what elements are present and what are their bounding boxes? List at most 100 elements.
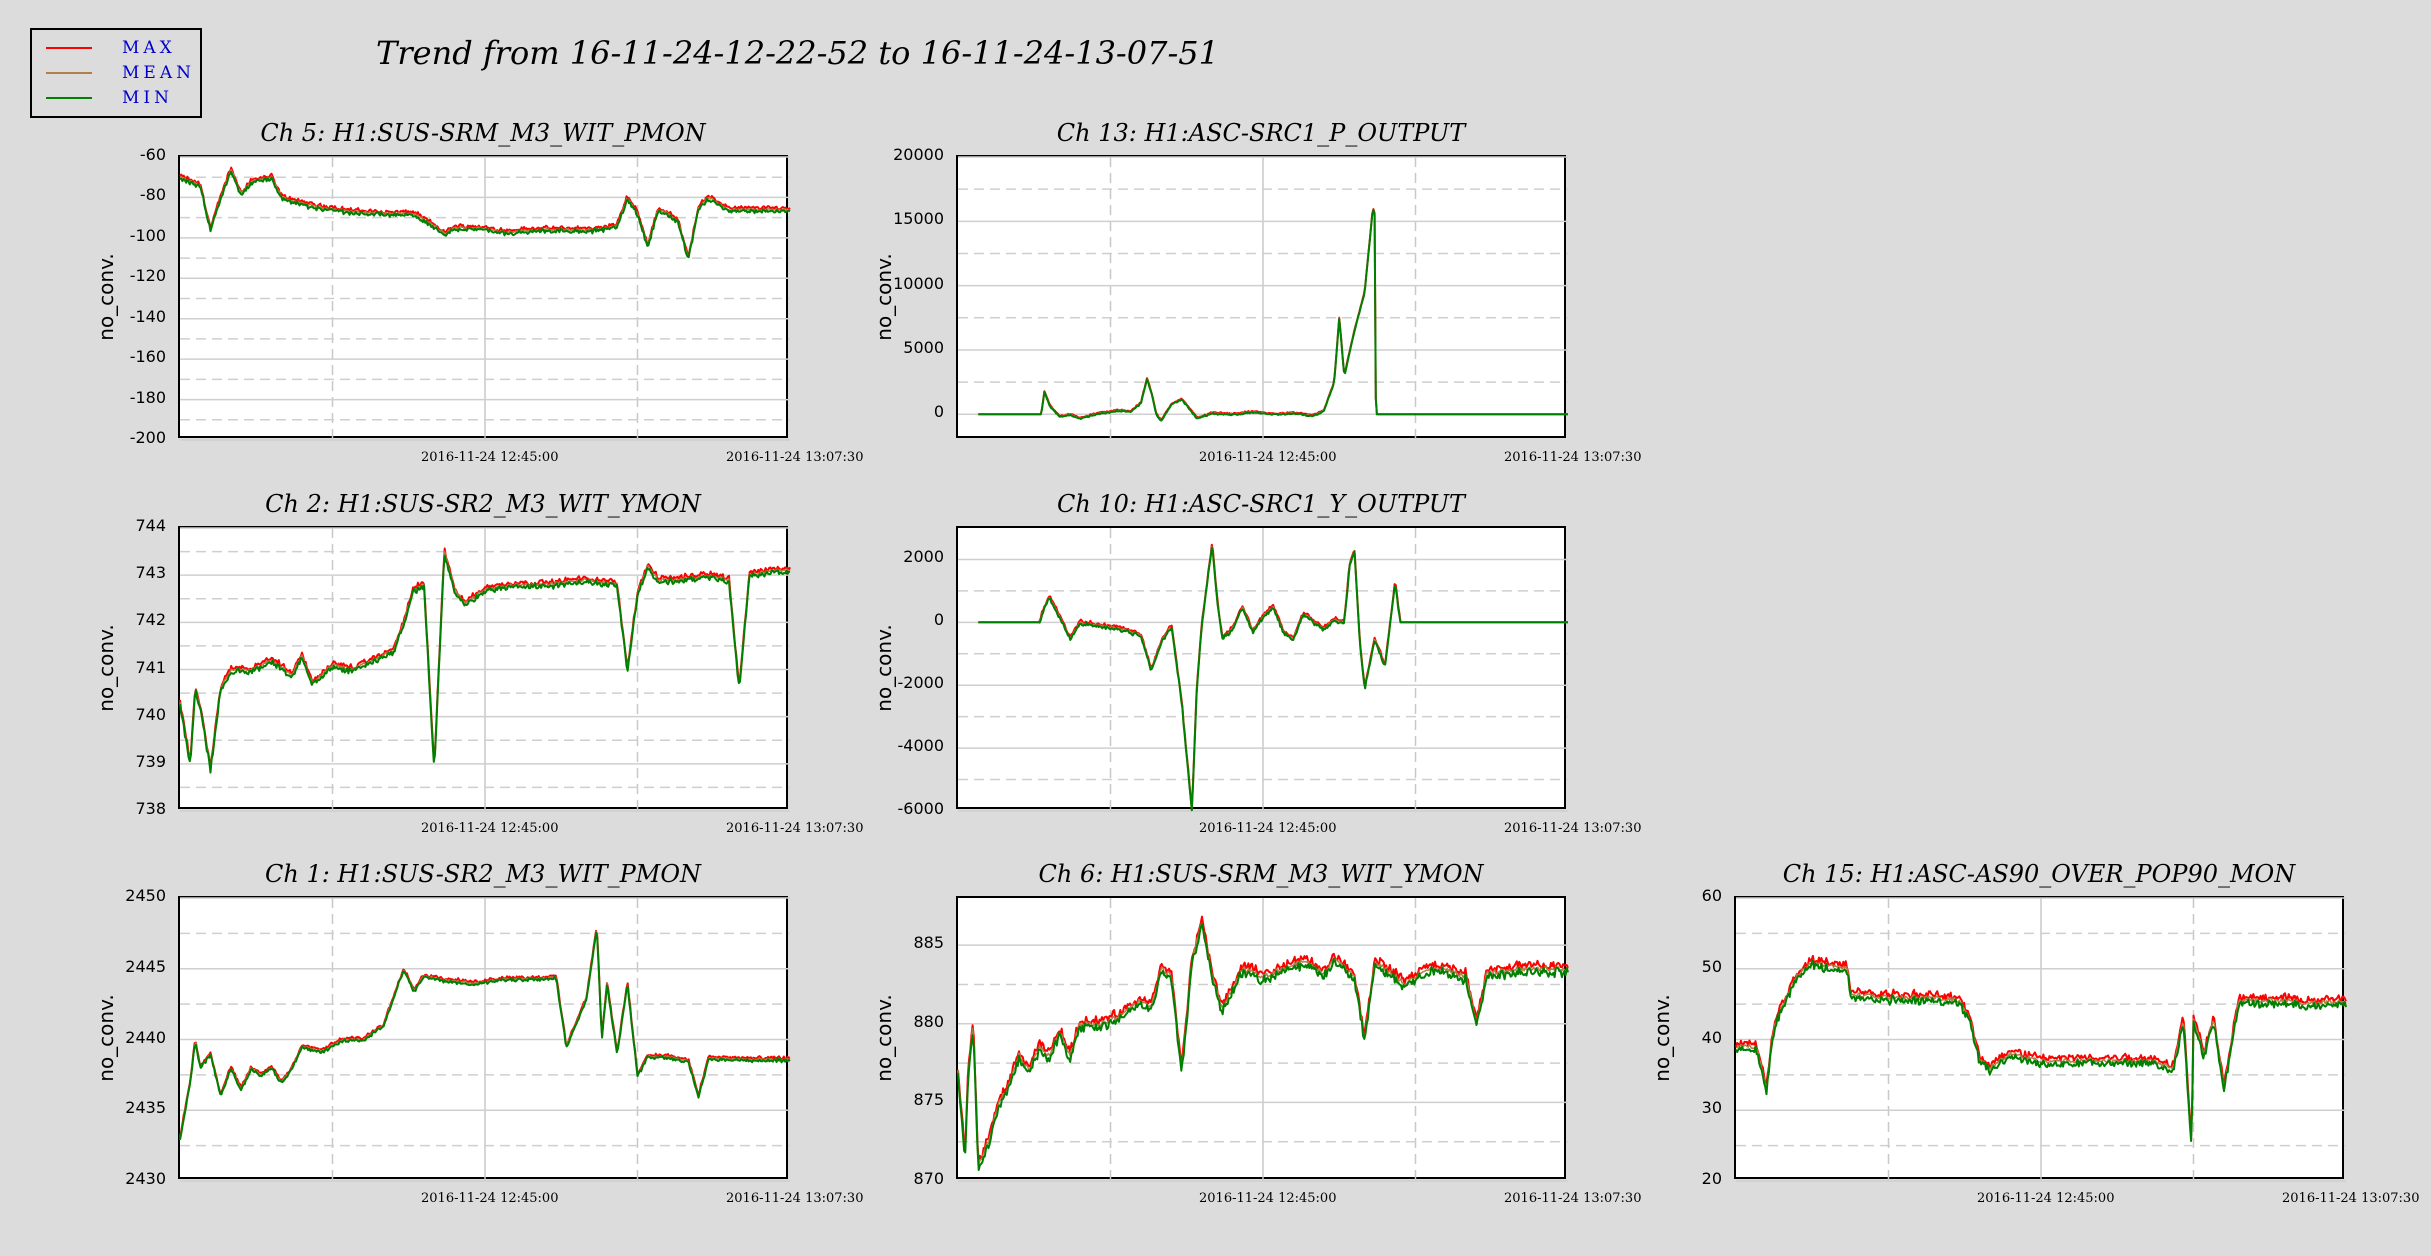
y-tick-label: 740 <box>135 704 166 724</box>
series-max-line <box>179 547 791 770</box>
page-title: Trend from 16-11-24-12-22-52 to 16-11-24… <box>376 34 1219 72</box>
x-tick-label: 2016-11-24 12:45:00 <box>1199 1191 1337 1206</box>
legend-label-max: MAX <box>122 38 176 58</box>
y-tick-label: 2435 <box>125 1098 166 1118</box>
y-tick-label: 885 <box>913 933 944 953</box>
plot-area[interactable] <box>178 896 791 1182</box>
plot-svg <box>957 898 1569 1182</box>
chart-title: Ch 6: H1:SUS-SRM_M3_WIT_YMON <box>1038 860 1484 888</box>
y-tick-label: 40 <box>1701 1027 1722 1047</box>
x-tick-label: 2016-11-24 13:07:30 <box>726 450 864 465</box>
y-tick-label: -100 <box>129 225 166 245</box>
x-tick-label: 2016-11-24 13:07:30 <box>1504 1191 1642 1206</box>
x-tick-label: 2016-11-24 12:45:00 <box>1977 1191 2115 1206</box>
y-tick-label: -180 <box>129 387 166 407</box>
legend-swatch-max <box>46 47 92 49</box>
series-min-line <box>978 209 1568 422</box>
y-tick-label: 875 <box>913 1090 944 1110</box>
chart-panel: Ch 10: H1:ASC-SRC1_Y_OUTPUT no_conv. 2000 0… <box>872 490 1641 836</box>
y-axis-label: no_conv. <box>872 993 896 1082</box>
plot-area[interactable] <box>956 155 1568 440</box>
series-min-line <box>1735 959 2347 1142</box>
series-mean-line <box>1735 959 2347 1141</box>
plot-area[interactable] <box>956 896 1569 1182</box>
legend-item-min: MIN <box>32 86 200 110</box>
plot-area[interactable] <box>956 526 1568 812</box>
series-min-line <box>179 170 791 259</box>
plot-area[interactable] <box>178 155 791 441</box>
y-tick-label: 20 <box>1701 1169 1722 1188</box>
plot-svg <box>179 527 791 812</box>
y-tick-label: 60 <box>1701 886 1722 905</box>
chart-title: Ch 10: H1:ASC-SRC1_Y_OUTPUT <box>1056 490 1466 518</box>
y-tick-label: 744 <box>135 516 166 535</box>
x-tick-label: 2016-11-24 13:07:30 <box>1504 450 1642 465</box>
series-min-line <box>978 546 1568 812</box>
x-tick-label: 2016-11-24 13:07:30 <box>726 821 864 836</box>
chart-panel: Ch 6: H1:SUS-SRM_M3_WIT_YMON no_conv. 885 8… <box>872 860 1641 1206</box>
chart-title: Ch 1: H1:SUS-SR2_M3_WIT_PMON <box>265 860 701 888</box>
chart-title: Ch 15: H1:ASC-AS90_OVER_POP90_MON <box>1782 860 2296 888</box>
y-tick-label: 870 <box>913 1169 944 1188</box>
y-tick-label: -2000 <box>897 673 945 693</box>
y-tick-label: 0 <box>933 402 944 422</box>
x-tick-label: 2016-11-24 12:45:00 <box>421 450 559 465</box>
x-tick-label: 2016-11-24 13:07:30 <box>1504 821 1642 836</box>
x-tick-label: 2016-11-24 13:07:30 <box>726 1191 864 1206</box>
chart-panel: Ch 2: H1:SUS-SR2_M3_WIT_YMON no_conv. 744 7… <box>94 490 863 836</box>
plot-area[interactable] <box>178 526 791 812</box>
y-tick-label: -160 <box>129 347 166 367</box>
y-tick-label: 742 <box>135 610 166 630</box>
y-tick-label: 5000 <box>903 337 944 357</box>
plot-svg <box>179 897 791 1182</box>
chart-panel: Ch 5: H1:SUS-SRM_M3_WIT_PMON no_conv. -60 -… <box>94 119 863 465</box>
plot-area[interactable] <box>1734 896 2347 1182</box>
legend: MAX MEAN MIN <box>30 28 202 118</box>
chart-panel: Ch 1: H1:SUS-SR2_M3_WIT_PMON no_conv. 2450… <box>94 860 863 1206</box>
x-tick-label: 2016-11-24 12:45:00 <box>1199 450 1337 465</box>
y-tick-label: 2000 <box>903 547 944 567</box>
y-tick-label: 739 <box>135 751 166 771</box>
series-min-line <box>179 931 791 1141</box>
y-tick-label: 2430 <box>125 1169 166 1188</box>
y-tick-label: 20000 <box>893 145 944 164</box>
x-tick-label: 2016-11-24 12:45:00 <box>1199 821 1337 836</box>
chart-title: Ch 5: H1:SUS-SRM_M3_WIT_PMON <box>260 119 706 147</box>
x-tick-label: 2016-11-24 13:07:30 <box>2282 1191 2420 1206</box>
series-max-line <box>179 929 791 1138</box>
y-tick-label: 2440 <box>125 1027 166 1047</box>
y-tick-label: -140 <box>129 306 166 326</box>
y-axis-label: no_conv. <box>94 252 118 341</box>
series-min-line <box>179 554 791 774</box>
y-tick-label: 2445 <box>125 956 166 976</box>
plot-svg <box>1735 897 2347 1182</box>
plot-svg <box>958 528 1568 812</box>
y-tick-label: 743 <box>135 563 166 583</box>
series-mean-line <box>978 545 1568 811</box>
plot-svg <box>179 156 791 441</box>
legend-label-min: MIN <box>122 88 173 108</box>
y-tick-label: -120 <box>129 266 166 286</box>
y-tick-label: 10000 <box>893 273 944 293</box>
chart-panel: Ch 13: H1:ASC-SRC1_P_OUTPUT no_conv. 20000… <box>872 119 1641 465</box>
chart-panel: Ch 15: H1:ASC-AS90_OVER_POP90_MON no_conv… <box>1650 860 2419 1206</box>
series-min-line <box>957 922 1569 1171</box>
x-tick-label: 2016-11-24 12:45:00 <box>421 821 559 836</box>
y-tick-label: -4000 <box>897 736 945 756</box>
y-tick-label: 738 <box>135 799 166 818</box>
legend-item-mean: MEAN <box>32 61 200 85</box>
y-tick-label: -60 <box>139 145 166 164</box>
y-tick-label: -80 <box>139 185 166 205</box>
plot-svg <box>958 156 1568 440</box>
y-tick-label: 2450 <box>125 886 166 905</box>
legend-label-mean: MEAN <box>122 63 195 83</box>
series-max-line <box>978 208 1568 421</box>
y-tick-label: 50 <box>1701 956 1722 976</box>
y-tick-label: 741 <box>135 657 166 677</box>
y-tick-label: 15000 <box>893 209 944 229</box>
series-max-line <box>1735 954 2347 1139</box>
chart-title: Ch 2: H1:SUS-SR2_M3_WIT_YMON <box>265 490 701 518</box>
series-max-line <box>978 543 1568 811</box>
y-tick-label: 0 <box>933 610 944 630</box>
y-tick-label: -200 <box>129 428 166 447</box>
